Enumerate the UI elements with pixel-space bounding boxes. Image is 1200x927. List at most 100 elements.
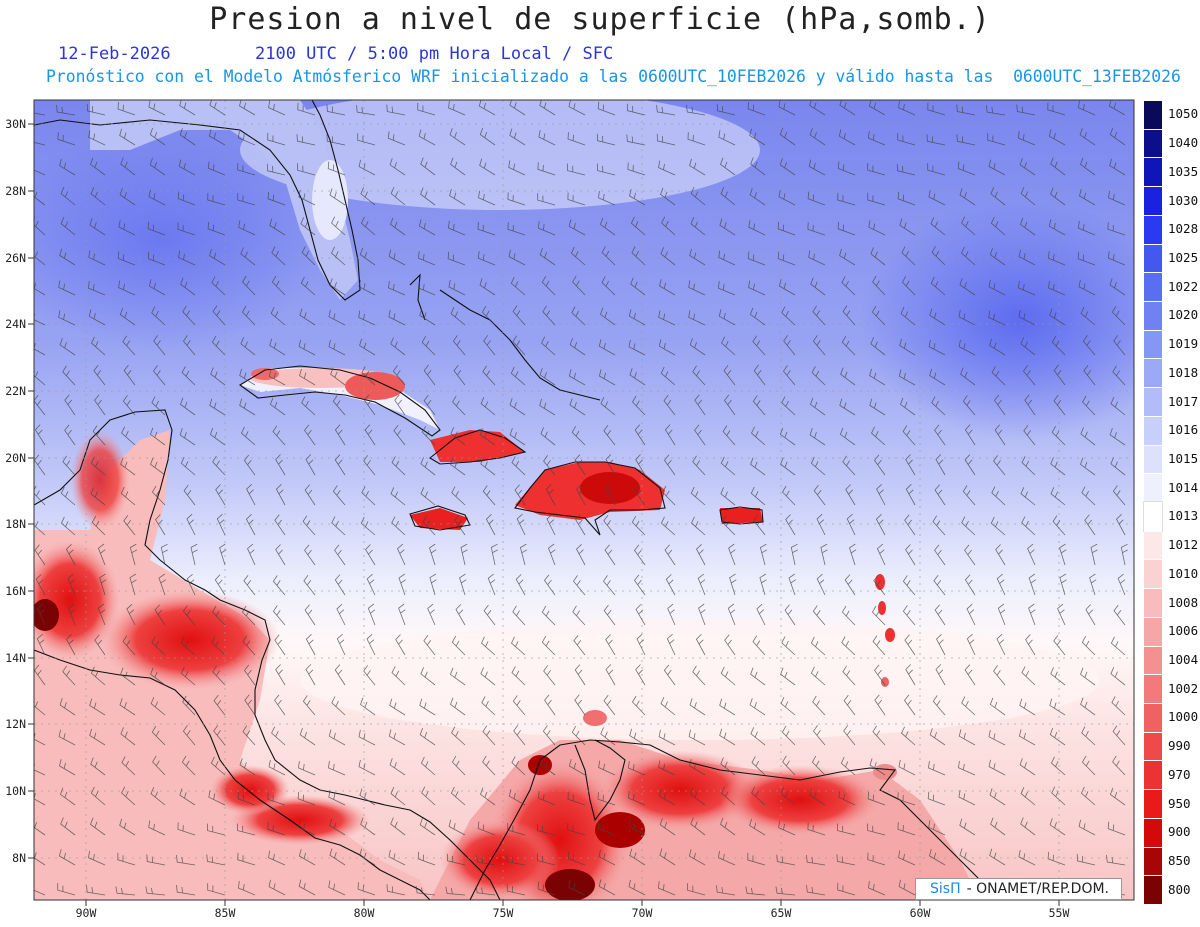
wind-barb [90, 487, 106, 506]
wind-barb [151, 636, 166, 656]
wind-barb [656, 104, 676, 116]
wind-barb [421, 786, 436, 806]
wind-barb [899, 338, 916, 356]
wind-barb [810, 636, 826, 656]
wind-barb [34, 247, 46, 266]
colorbar-label: 1025 [1168, 249, 1199, 265]
wind-barb [779, 427, 796, 446]
wind-barb [666, 633, 676, 656]
wind-barb [246, 484, 256, 506]
wind-barb [841, 636, 856, 656]
wind-barb [1110, 636, 1126, 656]
wind-barb [873, 574, 886, 596]
wind-barb [958, 339, 976, 356]
wind-barb [151, 306, 166, 326]
wind-barb [91, 516, 106, 536]
wind-barb [1049, 698, 1066, 716]
wind-barb [840, 367, 856, 386]
wind-barb [62, 665, 76, 686]
colorbar-swatch [1144, 789, 1162, 818]
wind-barb [903, 694, 916, 716]
wind-barb [268, 850, 286, 866]
wind-barb [539, 398, 556, 416]
wind-barb [267, 822, 286, 836]
wind-barb [810, 456, 826, 476]
wind-barb [88, 850, 106, 866]
wind-barb [926, 134, 946, 146]
wind-barb [154, 604, 166, 626]
wind-barb [539, 100, 556, 116]
wind-barb [359, 788, 376, 806]
wind-barb [477, 251, 496, 266]
wind-barb [752, 395, 766, 416]
wind-barb [1016, 104, 1036, 116]
wind-barb [508, 249, 526, 266]
wind-barb [297, 102, 316, 116]
wind-barb [34, 822, 46, 836]
wind-barb [868, 220, 886, 236]
wind-barb [298, 879, 316, 896]
model-info-label: Pronóstico con el Modelo Atmósferico WRF… [46, 67, 1181, 86]
wind-barb [482, 725, 496, 746]
wind-barb [1025, 634, 1036, 656]
wind-barb [813, 484, 826, 506]
pressure-colorbar: 1050 1040 1035 1030 1028 1025 1022 1020 1019 1018… [1143, 100, 1200, 904]
wind-barb [479, 158, 496, 176]
wind-barb [657, 881, 676, 896]
wind-barb [777, 251, 796, 266]
wind-barb [930, 217, 946, 236]
wind-barb [120, 727, 136, 746]
wind-barb [659, 817, 676, 836]
wind-barb [417, 280, 436, 296]
grid-lines [34, 100, 1134, 900]
wind-barb [330, 367, 346, 386]
wind-barb [875, 514, 886, 536]
wind-barb [635, 454, 646, 476]
wind-barb [896, 163, 916, 176]
wind-barb [64, 394, 76, 416]
wind-barb [298, 820, 316, 836]
wind-barb [460, 543, 468, 566]
wind-barb [328, 339, 346, 356]
wind-barb [1049, 818, 1066, 836]
colorbar-swatch [1144, 559, 1162, 589]
colorbar-label: 1020 [1168, 307, 1199, 323]
wind-barb [210, 756, 226, 776]
wind-barb [568, 100, 586, 116]
wind-barb [747, 101, 766, 116]
wind-barb [213, 694, 226, 716]
wind-barb [240, 337, 256, 356]
wind-barb [897, 132, 916, 146]
colorbar-swatch [1144, 473, 1162, 502]
wind-barb [151, 725, 166, 746]
wind-barb [209, 100, 226, 116]
wind-barb [94, 394, 106, 416]
wind-barb [750, 157, 766, 176]
wind-barb [721, 336, 736, 356]
wind-barb [37, 603, 46, 626]
colorbar-swatch [1144, 875, 1162, 904]
wind-barb [62, 455, 76, 476]
wind-barb [574, 694, 586, 716]
wind-barb [207, 161, 226, 176]
wind-barb [605, 484, 616, 506]
wind-barb [1111, 696, 1126, 716]
wind-barb [62, 365, 76, 386]
wind-barb [360, 516, 376, 536]
wind-barb [628, 339, 646, 356]
wind-barb [867, 791, 886, 806]
wind-barb [208, 129, 226, 146]
colorbar-label: 950 [1168, 795, 1191, 811]
wind-barb [902, 605, 916, 626]
wind-barb [990, 516, 1006, 536]
wind-barb [60, 516, 76, 536]
wind-barb [181, 755, 196, 776]
wind-barb [64, 424, 76, 446]
wind-barb [602, 575, 616, 596]
wind-barb [571, 306, 586, 326]
lat-label: 24N [5, 317, 26, 331]
wind-barb [841, 605, 856, 626]
wind-barb [780, 696, 796, 716]
wind-barb [207, 883, 226, 896]
wind-barb [237, 130, 256, 146]
